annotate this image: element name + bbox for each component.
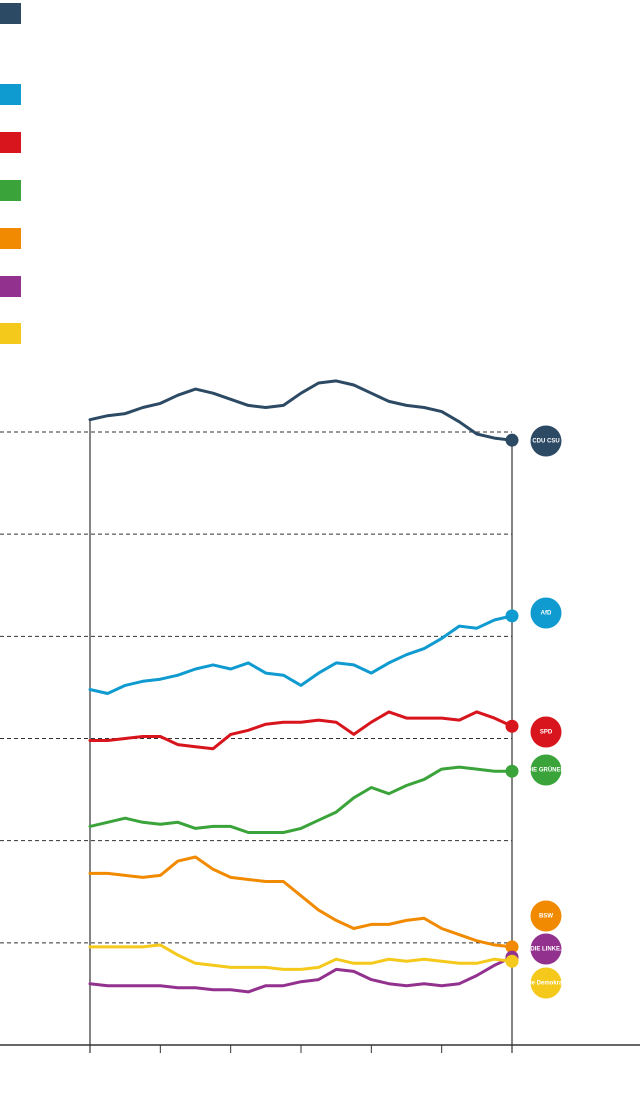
series-line — [88, 765, 514, 834]
party-logo-text: DIE GRÜNEN — [527, 767, 565, 774]
legend-swatch — [0, 132, 21, 153]
series-line — [88, 955, 514, 994]
end-point — [505, 764, 519, 778]
legend-swatch — [0, 180, 21, 201]
party-logo — [530, 967, 562, 999]
legend-swatch — [0, 3, 21, 24]
party-logo — [530, 425, 562, 457]
end-point — [505, 954, 519, 968]
series-line — [88, 855, 514, 949]
legend-swatch — [0, 323, 21, 344]
party-logo-text: Freie Demokraten — [521, 981, 572, 987]
series-line — [88, 379, 514, 442]
end-point — [505, 719, 519, 733]
series-line — [88, 710, 514, 751]
party-logo-text: DIE LINKE. — [530, 947, 562, 953]
legend-swatch — [0, 276, 21, 297]
series-line — [88, 943, 514, 971]
end-point — [505, 609, 519, 623]
party-logo-text: BSW — [539, 914, 553, 920]
party-logo — [530, 754, 562, 786]
party-logo — [530, 716, 562, 748]
end-point — [505, 433, 519, 447]
party-logo — [530, 933, 562, 965]
end-point — [505, 940, 519, 954]
party-logo-text: AfD — [541, 611, 552, 617]
party-logo-text: SPD — [540, 730, 553, 736]
legend-swatch — [0, 84, 21, 105]
party-logo-text: CDU CSU — [532, 439, 559, 445]
legend-swatch — [0, 228, 21, 249]
party-logo — [530, 900, 562, 932]
series-line — [88, 614, 514, 695]
party-logo — [530, 597, 562, 629]
